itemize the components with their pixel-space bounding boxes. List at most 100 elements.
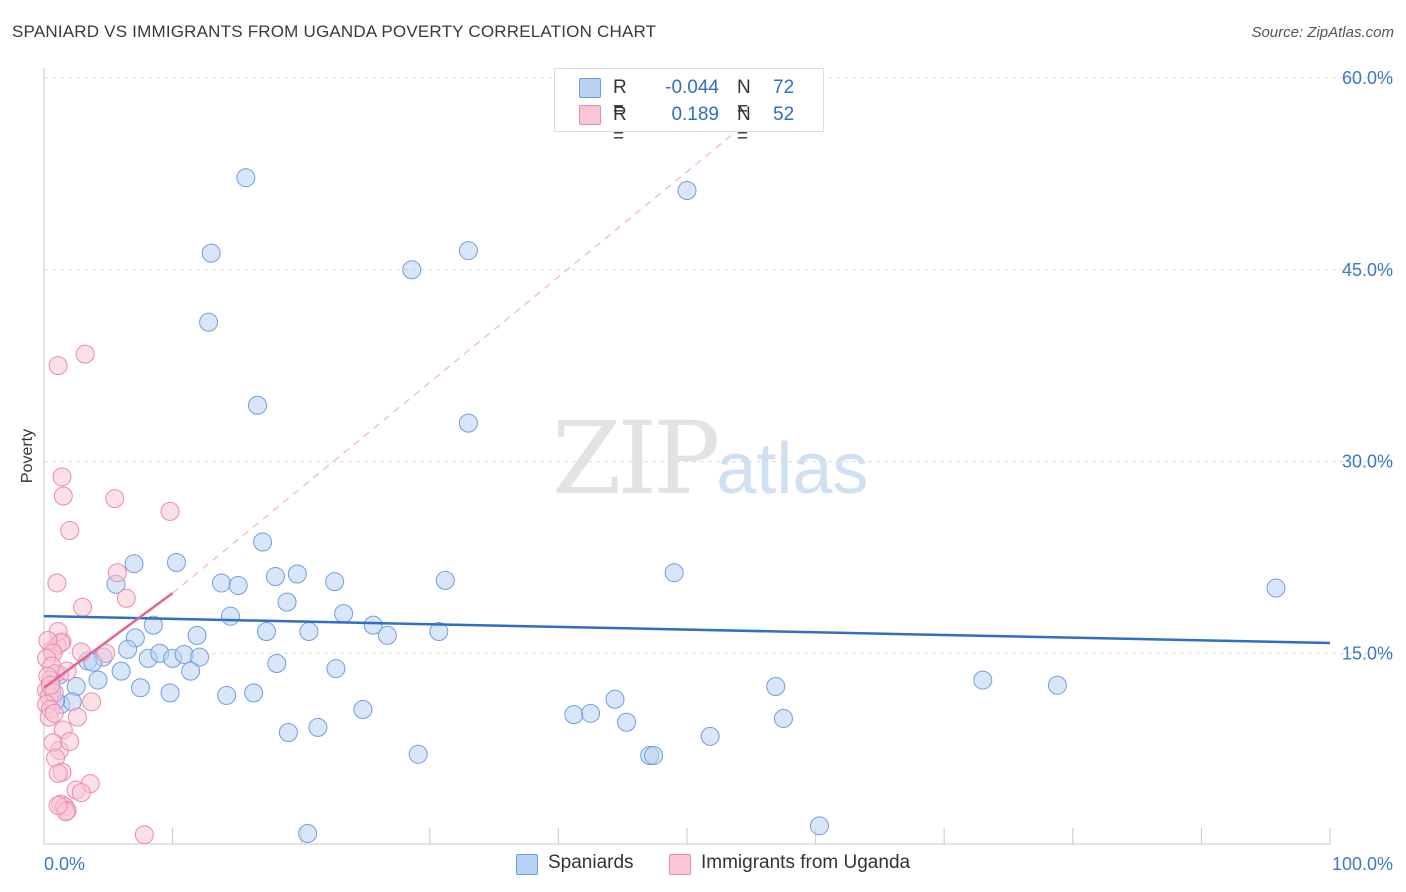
spaniards-point [435,570,455,590]
spaniards-point [217,685,237,705]
spaniards-point [130,678,150,698]
uganda-point [96,643,116,663]
legend-label: Immigrants from Uganda [701,852,911,873]
n-label: N = [737,104,751,147]
spaniards-point [124,554,144,574]
y-tick-label: 45.0% [1342,260,1393,280]
spaniards-point [278,723,298,743]
spaniards-point [220,606,240,626]
spaniards-point [228,575,248,595]
spaniards-point [326,659,346,679]
watermark-zip: ZIP [552,400,720,517]
r-label: R = [613,104,627,147]
spaniards-point [166,552,186,572]
spaniards-point [408,744,428,764]
spaniards-point [402,260,422,280]
uganda-point [52,467,72,487]
spaniards-point [809,816,829,836]
watermark-atlas: atlas [716,429,869,509]
spaniards-point [973,670,993,690]
spaniards-point [211,573,231,593]
spaniards-point [199,312,219,332]
uganda-point [48,763,68,783]
spaniards-point [581,703,601,723]
uganda-point [60,731,80,751]
uganda-point [71,783,91,803]
spaniards-point [773,708,793,728]
spaniards-point [334,604,354,624]
y-tick-label: 15.0% [1342,643,1393,663]
x-tick-label: 0.0% [44,854,85,874]
spaniards-trend-line [43,614,1331,645]
legend-label: Spaniards [548,852,634,873]
n-value: 72 [773,77,795,98]
spaniards-point [458,241,478,261]
uganda-point [105,489,125,509]
tick-labels: 15.0% 30.0% 45.0% 60.0% 0.0% 100.0% [44,68,1393,874]
spaniards-point [700,726,720,746]
spaniards-point [377,625,397,645]
uganda-point [67,707,87,727]
pink-swatch-icon [669,854,691,875]
spaniards-point [605,689,625,709]
spaniards-point [677,180,697,200]
n-label: N = [737,77,751,120]
spaniards-point [298,823,318,843]
blue-swatch-icon [579,78,601,98]
uganda-points [37,344,180,845]
spaniards-point [429,622,449,642]
spaniards-point [143,615,163,635]
spaniards-point [458,413,478,433]
spaniards-point [236,168,256,188]
uganda-point [75,344,95,364]
source-credit: Source: ZipAtlas.com [1251,24,1394,41]
spaniards-point [308,717,328,737]
spaniards-point [181,661,201,681]
spaniards-point [325,572,345,592]
r-value: -0.044 [665,77,719,98]
uganda-point [48,356,68,376]
spaniards-point [1047,675,1067,695]
uganda-point [71,642,91,662]
spaniards-point [644,746,664,766]
spaniards-point [617,712,637,732]
pink-swatch-icon [579,105,601,125]
spaniards-point [353,699,373,719]
spaniards-point [187,625,207,645]
spaniards-point [267,653,287,673]
spaniards-point [88,670,108,690]
grid [44,77,1394,654]
uganda-point [160,501,180,521]
uganda-point [47,573,67,593]
spaniards-point [766,676,786,696]
uganda-point [53,486,73,506]
uganda-point [107,563,127,583]
spaniards-point [190,647,210,667]
spaniards-point [160,683,180,703]
r-label: R = [613,77,627,120]
spaniards-point [256,622,276,642]
y-tick-label: 60.0% [1342,68,1393,88]
spaniards-point [664,563,684,583]
uganda-trend-line [43,592,174,689]
spaniards-point [253,532,273,552]
uganda-point [60,521,80,541]
n-value: 52 [773,104,795,125]
spaniards-point [247,395,267,415]
stats-box: R = -0.044 N = 72 R = 0.189 N = 52 [554,68,824,147]
spaniards-point [287,564,307,584]
uganda-point [82,692,102,712]
uganda-point [44,703,64,723]
blue-swatch-icon [516,854,538,875]
x-tick-label: 100.0% [1332,854,1393,874]
watermark: ZIPatlas [552,400,868,517]
uganda-point [134,825,154,845]
spaniards-point [363,615,383,635]
spaniards-point [1266,578,1286,598]
y-tick-label: 30.0% [1342,452,1393,472]
trend-lines [43,118,1331,689]
spaniards-point [201,243,221,263]
r-value: 0.189 [671,104,719,125]
spaniards-point [244,683,264,703]
